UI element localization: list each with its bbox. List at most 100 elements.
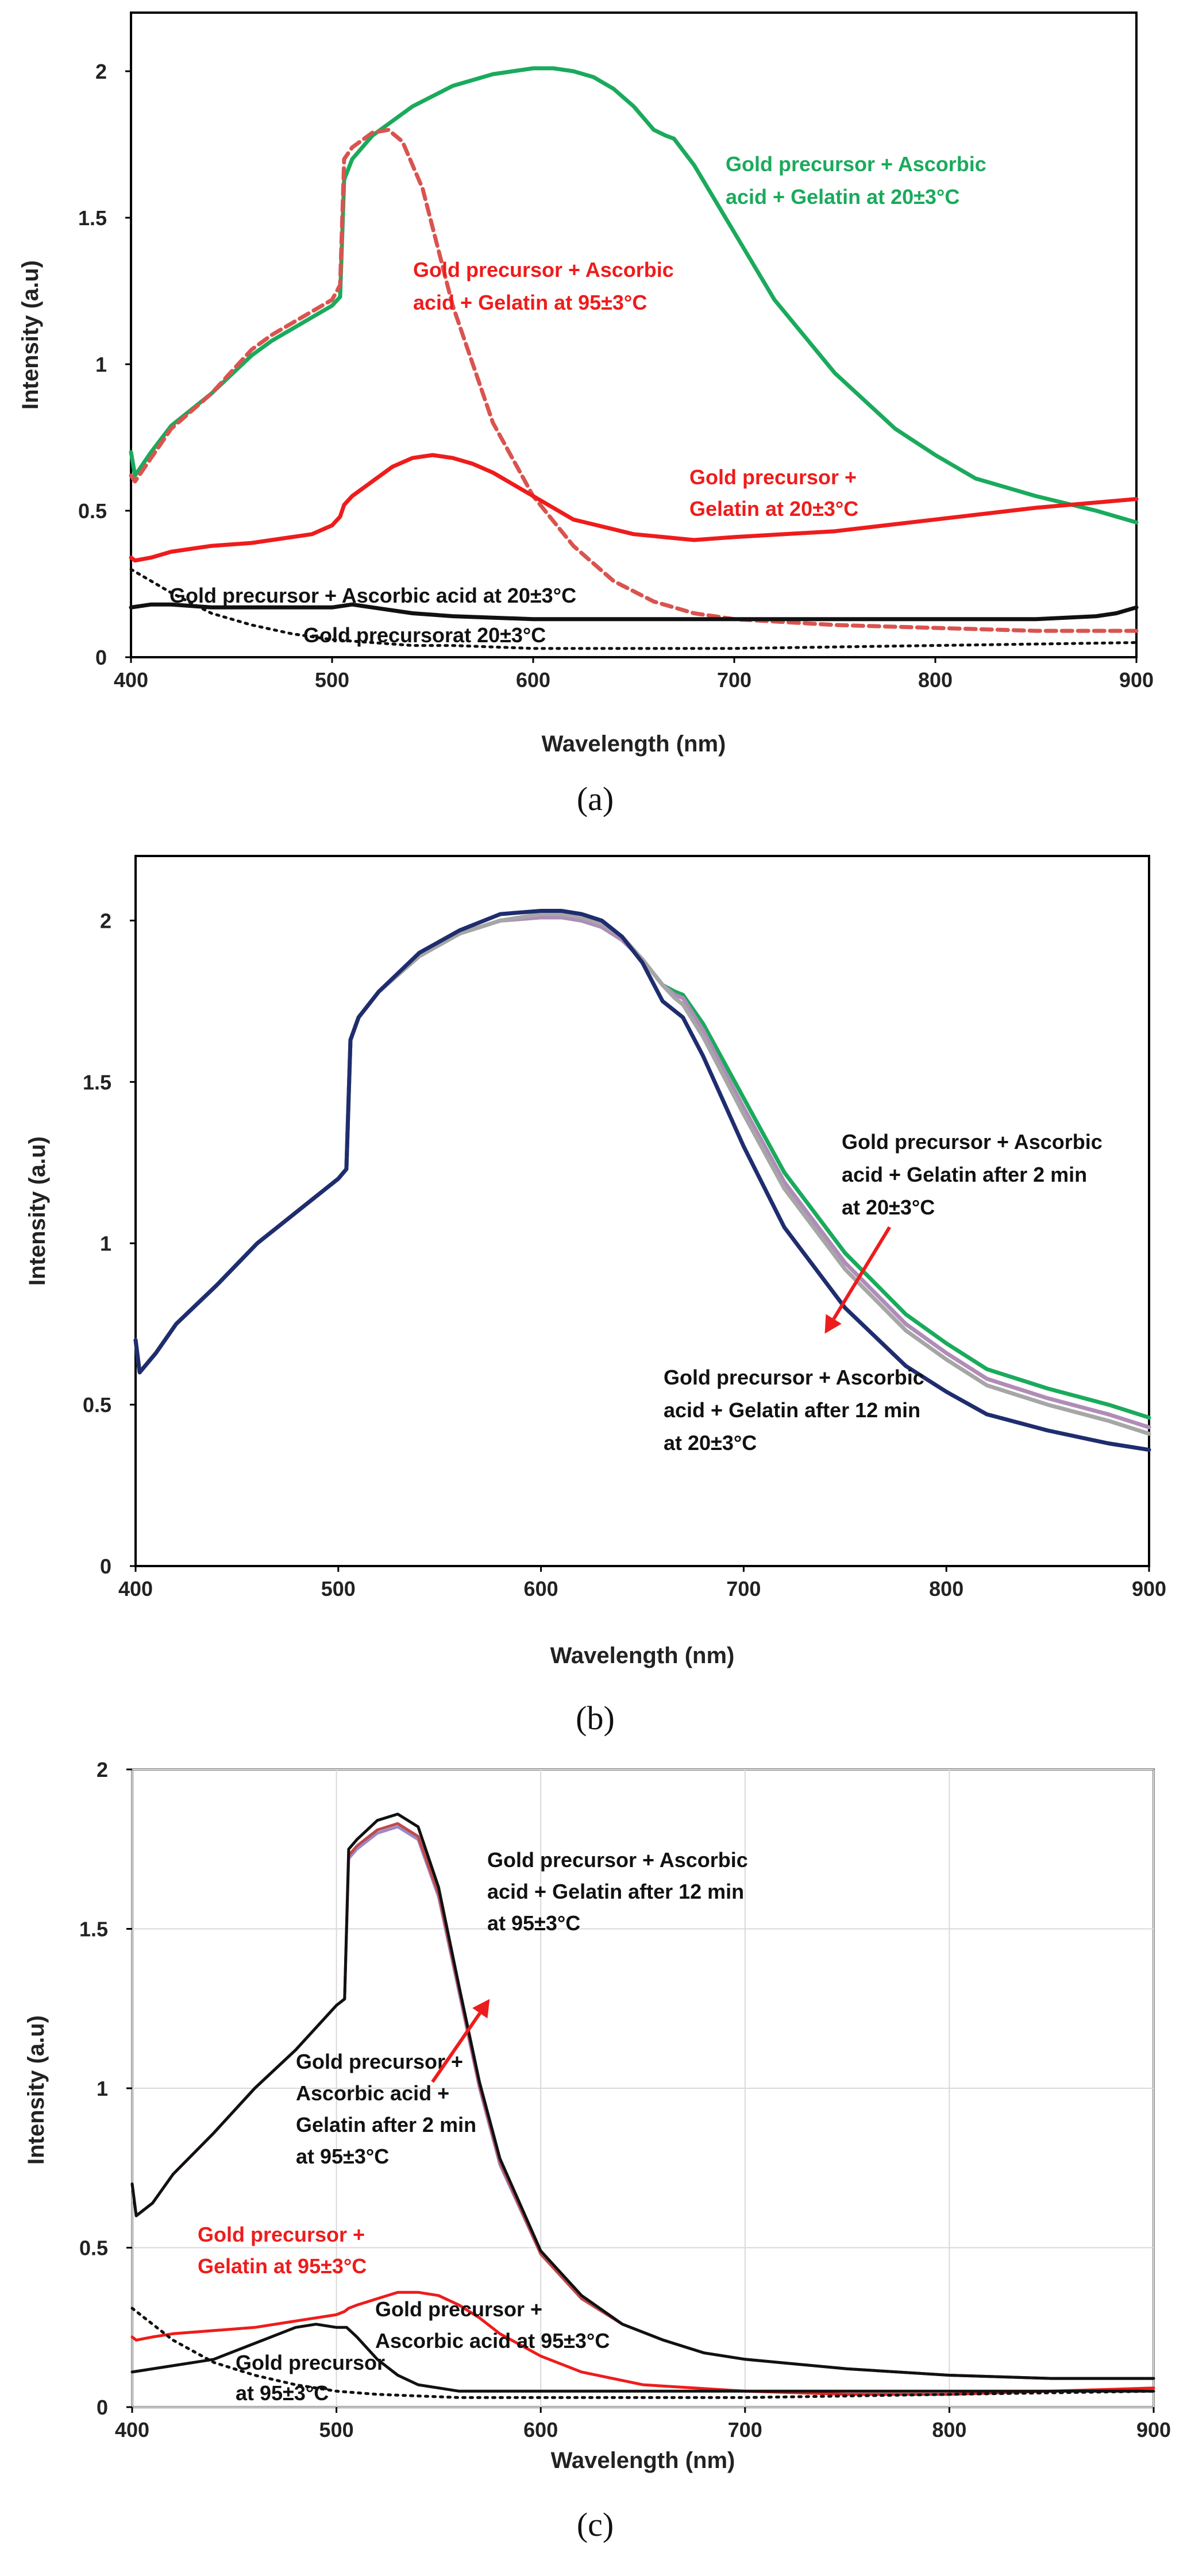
annotation-line: Ascorbic acid at 95±3°C (375, 2329, 610, 2353)
annotation-gelatin: Gold precursor + Gelatin at 95±3°C (198, 2223, 367, 2278)
annotation-line: acid + Gelatin after 12 min (487, 1880, 744, 1903)
series-line (129, 453, 1139, 563)
x-tick-label: 500 (321, 1577, 356, 1601)
y-tick-label: 0.5 (78, 499, 107, 523)
annotation-line: acid + Gelatin after 12 min (664, 1398, 920, 1422)
x-tick-label: 900 (1136, 2418, 1171, 2442)
y-tick-label: 0 (100, 1555, 111, 1578)
annotation-line: at 20±3°C (842, 1196, 935, 1219)
x-tick-label: 800 (929, 1577, 963, 1601)
x-tick-label: 700 (726, 1577, 761, 1601)
y-tick-label: 2 (97, 1758, 108, 1781)
y-tick-label: 1.5 (78, 206, 107, 230)
x-tick-label: 700 (717, 668, 751, 692)
panel-c: 400 500 600 700 800 900 0 0.5 1 1.5 2 Wavelength (… (24, 1758, 1171, 2543)
y-axis-label: Intensity (a.u) (24, 2015, 49, 2165)
annotation-line: Gold precursor (236, 2351, 385, 2374)
panel-b: 400 500 600 700 800 900 0 0.5 1 1.5 2 Wavelength (… (25, 855, 1166, 1737)
annotation-line: at 95±3°C (236, 2381, 329, 2405)
annotation-line: Gold precursor + Ascorbic (726, 152, 986, 176)
x-tick-label: 500 (319, 2418, 354, 2442)
x-axis-label: Wavelength (nm) (550, 1643, 735, 1668)
annotation-line: Gelatin at 20±3°C (689, 497, 858, 520)
series-group (129, 66, 1139, 650)
annotation-2min: Gold precursor + Ascorbic acid + Gelatin… (842, 1130, 1103, 1219)
series-line (129, 128, 1139, 633)
y-tick-label: 1.5 (79, 1918, 108, 1941)
y-tick-label: 0.5 (79, 2236, 108, 2260)
x-tick-label: 600 (523, 2418, 558, 2442)
annotation-red: Gold precursor + Gelatin at 20±3°C (689, 465, 858, 520)
series-line (129, 602, 1139, 622)
annotation-precursor: Gold precursorat 20±3°C (303, 623, 546, 647)
y-tick-label: 0 (95, 646, 107, 669)
arrow-head (824, 1314, 842, 1334)
annotation-ascorbic: Gold precursor + Ascorbic acid at 20±3°C (169, 584, 576, 607)
series-group (133, 909, 1151, 1452)
y-tick-label: 0.5 (83, 1393, 111, 1417)
panel-caption: (c) (577, 2506, 614, 2543)
y-tick-label: 0 (97, 2396, 108, 2419)
x-tick-label: 600 (524, 1577, 558, 1601)
x-tick-label: 900 (1119, 668, 1154, 692)
annotation-12min: Gold precursor + Ascorbic acid + Gelatin… (664, 1366, 924, 1455)
gridlines (132, 1769, 1154, 2408)
annotation-dashed-red: Gold precursor + Ascorbic acid + Gelatin… (413, 258, 674, 314)
annotation-line: at 95±3°C (487, 1911, 580, 1935)
x-tick-label: 900 (1132, 1577, 1166, 1601)
trend-arrow (431, 1999, 490, 2083)
x-tick-label: 400 (115, 2418, 149, 2442)
series-line (130, 2307, 1155, 2399)
y-tick-label: 2 (100, 909, 111, 932)
x-tick-label: 800 (932, 2418, 966, 2442)
annotation-line: Gold precursor + (198, 2223, 365, 2246)
axis-ticks: 400 500 600 700 800 900 0 0.5 1 1.5 2 (83, 909, 1166, 1601)
y-axis-label: Intensity (a.u) (18, 260, 43, 410)
annotation-ascorbic: Gold precursor + Ascorbic acid at 95±3°C (375, 2297, 610, 2353)
annotation-line: acid + Gelatin after 2 min (842, 1163, 1087, 1186)
trend-arrow (824, 1226, 891, 1334)
y-tick-label: 2 (95, 60, 107, 83)
panel-caption: (a) (577, 780, 614, 817)
x-tick-label: 400 (114, 668, 148, 692)
arrow-shaft (832, 1226, 891, 1320)
annotation-green: Gold precursor + Ascorbic acid + Gelatin… (726, 152, 986, 209)
annotation-line: at 95±3°C (296, 2145, 389, 2168)
annotation-12min: Gold precursor + Ascorbic acid + Gelatin… (487, 1848, 748, 1935)
y-tick-label: 1 (97, 2077, 108, 2100)
axis-ticks: 400 500 600 700 800 900 0 0.5 1 1.5 2 (78, 60, 1154, 692)
y-axis-label: Intensity (a.u) (25, 1136, 50, 1286)
annotation-line: Gold precursor + (375, 2297, 542, 2321)
y-tick-label: 1.5 (83, 1070, 111, 1094)
annotation-line: Gold precursor + Ascorbic (487, 1848, 748, 1872)
annotation-line: Gold precursor + (689, 465, 857, 489)
series-line (130, 1813, 1155, 2380)
series-group (130, 1813, 1155, 2399)
x-tick-label: 600 (516, 668, 550, 692)
annotation-line: Gold precursor + Ascorbic (413, 258, 674, 281)
y-tick-label: 1 (95, 353, 107, 376)
annotation-line: Gold precursor + (296, 2050, 463, 2073)
annotation-line: Gelatin at 95±3°C (198, 2254, 367, 2278)
y-tick-label: 1 (100, 1232, 111, 1255)
series-line (133, 909, 1151, 1452)
x-tick-label: 400 (118, 1577, 153, 1601)
annotation-line: at 20±3°C (664, 1431, 757, 1455)
plot-frame (130, 11, 1138, 658)
annotation-line: Gold precursor + Ascorbic (842, 1130, 1103, 1154)
annotation-2min: Gold precursor + Ascorbic acid + Gelatin… (296, 2050, 476, 2168)
axis-ticks: 400 500 600 700 800 900 0 0.5 1 1.5 2 (79, 1758, 1171, 2442)
annotation-line: acid + Gelatin at 95±3°C (413, 291, 647, 314)
arrow-shaft (431, 2012, 481, 2083)
annotation-line: Gelatin after 2 min (296, 2113, 476, 2137)
arrow-head (472, 1999, 490, 2019)
x-tick-label: 700 (728, 2418, 762, 2442)
series-line (129, 66, 1139, 525)
annotation-line: Gold precursor + Ascorbic (664, 1366, 924, 1389)
x-axis-label: Wavelength (nm) (542, 731, 726, 757)
panel-a: 400 500 600 700 800 900 0 0.5 1 1.5 2 Wavelength (… (18, 11, 1154, 817)
series-line (129, 568, 1138, 650)
x-tick-label: 800 (918, 668, 953, 692)
series-line (130, 2323, 1155, 2393)
